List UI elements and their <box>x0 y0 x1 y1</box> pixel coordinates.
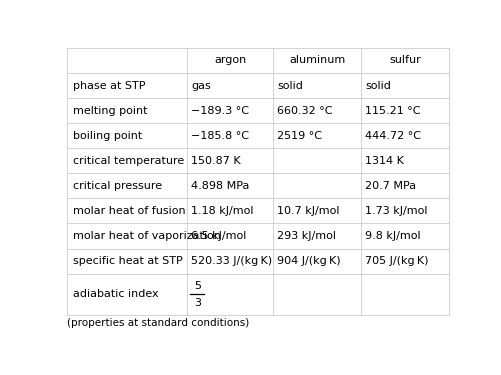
Text: sulfur: sulfur <box>389 56 421 65</box>
Text: 1314 K: 1314 K <box>365 156 404 166</box>
Text: 5: 5 <box>194 281 201 291</box>
Text: gas: gas <box>191 81 211 90</box>
Text: 660.32 °C: 660.32 °C <box>278 106 333 116</box>
Text: molar heat of fusion: molar heat of fusion <box>73 206 185 216</box>
Text: critical pressure: critical pressure <box>73 181 162 191</box>
Text: 150.87 K: 150.87 K <box>191 156 241 166</box>
Text: boiling point: boiling point <box>73 130 142 141</box>
Text: 1.73 kJ/mol: 1.73 kJ/mol <box>365 206 428 216</box>
Text: 6.5 kJ/mol: 6.5 kJ/mol <box>191 231 246 241</box>
Text: 20.7 MPa: 20.7 MPa <box>365 181 416 191</box>
Text: 10.7 kJ/mol: 10.7 kJ/mol <box>278 206 340 216</box>
Text: critical temperature: critical temperature <box>73 156 184 166</box>
Text: 9.8 kJ/mol: 9.8 kJ/mol <box>365 231 421 241</box>
Text: 705 J/(kg K): 705 J/(kg K) <box>365 256 429 266</box>
Text: solid: solid <box>278 81 303 90</box>
Text: 2519 °C: 2519 °C <box>278 130 323 141</box>
Text: 4.898 MPa: 4.898 MPa <box>191 181 249 191</box>
Text: melting point: melting point <box>73 106 147 116</box>
Text: 904 J/(kg K): 904 J/(kg K) <box>278 256 341 266</box>
Text: adiabatic index: adiabatic index <box>73 289 158 299</box>
Text: 444.72 °C: 444.72 °C <box>365 130 421 141</box>
Text: −185.8 °C: −185.8 °C <box>191 130 249 141</box>
Text: solid: solid <box>365 81 391 90</box>
Text: molar heat of vaporization: molar heat of vaporization <box>73 231 220 241</box>
Text: −189.3 °C: −189.3 °C <box>191 106 249 116</box>
Text: 1.18 kJ/mol: 1.18 kJ/mol <box>191 206 254 216</box>
Text: 520.33 J/(kg K): 520.33 J/(kg K) <box>191 256 273 266</box>
Text: 3: 3 <box>194 298 201 307</box>
Text: specific heat at STP: specific heat at STP <box>73 256 182 266</box>
Text: argon: argon <box>214 56 246 65</box>
Text: 293 kJ/mol: 293 kJ/mol <box>278 231 337 241</box>
Text: aluminum: aluminum <box>289 56 345 65</box>
Text: phase at STP: phase at STP <box>73 81 145 90</box>
Text: (properties at standard conditions): (properties at standard conditions) <box>67 318 249 328</box>
Text: 115.21 °C: 115.21 °C <box>365 106 421 116</box>
